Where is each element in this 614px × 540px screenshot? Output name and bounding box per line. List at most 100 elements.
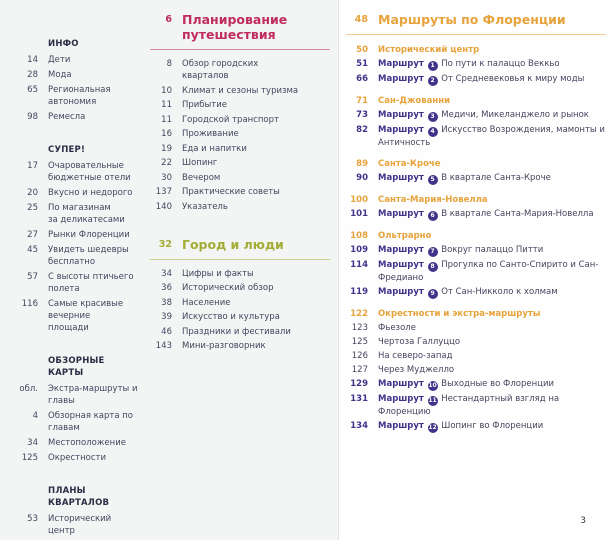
route-entry: 82 Маршрут 4 Искусство Возрождения, мамо…	[346, 124, 606, 149]
district-heading: 50 Исторический центр	[346, 44, 606, 56]
toc-entry: 17 Очаровательные бюджетные отели	[10, 160, 140, 184]
entry-page-ref: 129	[350, 379, 368, 389]
district-heading: 108 Ольтрарно	[346, 230, 606, 242]
district-title: Окрестности и экстра-маршруты	[378, 309, 541, 319]
entry-page-ref: обл.	[19, 384, 38, 394]
entry-label: Вкусно и недорого	[48, 188, 133, 198]
route-entry: 66 Маршрут 2 От Средневековья к миру мод…	[346, 73, 606, 86]
route-number-badge: 2	[427, 76, 438, 86]
entry-page-ref: 143	[155, 341, 172, 351]
entry-page-ref: 22	[161, 158, 172, 168]
chapter-page-ref: 48	[354, 14, 368, 25]
entry-label: Прибытие	[182, 100, 227, 110]
toc-entry: 38 Население	[150, 297, 330, 309]
route-entry: 101 Маршрут 6 В квартале Санта-Мария-Нов…	[346, 208, 606, 221]
district-heading: 89 Санта-Кроче	[346, 158, 606, 170]
entry-label: Чертоза Галлуццо	[378, 337, 461, 347]
entry-page-ref: 137	[155, 187, 172, 197]
route-entries: 123 Фьезоле 125 Чертоза Галлуццо 126 На …	[346, 322, 606, 433]
entry-page-ref: 11	[161, 114, 172, 125]
route-group: 100 Санта-Мария-Новелла 101 Маршрут 6 В …	[346, 194, 606, 221]
route-entry: 90 Маршрут 5 В квартале Санта-Кроче	[346, 172, 606, 185]
route-group: 108 Ольтрарно 109 Маршрут 7 Вокруг палац…	[346, 230, 606, 299]
district-page-ref: 89	[356, 159, 368, 169]
entry-page-ref: 20	[27, 188, 38, 198]
toc-entry: обл. Экстра-маршруты и главы	[10, 383, 140, 407]
chapter-heading: 48 Маршруты по Флоренции	[346, 12, 606, 27]
entry-page-ref: 39	[161, 312, 172, 322]
sidebar-toc-column: ИНФО 14 Дети 28 Мода 65 Региональная авт…	[10, 38, 140, 540]
entry-page-ref: 16	[161, 129, 172, 139]
chapters-toc-column: 6 Планирование путешествия 8 Обзор город…	[150, 12, 330, 355]
toc-entry: 125 Чертоза Галлуццо	[346, 336, 606, 348]
route-word: Маршрут	[378, 394, 424, 404]
toc-entry: 25 По магазинам за деликатесами	[10, 202, 140, 226]
district-heading: 71 Сан-Джованни	[346, 95, 606, 107]
heading-rule	[150, 49, 330, 50]
section-title: ПЛАНЫ КВАРТАЛОВ	[48, 486, 110, 508]
route-word: Маршрут	[378, 287, 424, 297]
toc-entry: 11 Городской транспорт	[150, 114, 330, 126]
right-page: 48 Маршруты по Флоренции 50 Исторический…	[339, 0, 614, 540]
route-group: 122 Окрестности и экстра-маршруты 123 Фь…	[346, 308, 606, 433]
entry-page-ref: 8	[166, 59, 172, 69]
route-title: Искусство Возрождения, мамонты и Антично…	[378, 125, 605, 148]
route-title: Выходные во Флоренции	[441, 379, 554, 389]
route-group: 71 Сан-Джованни 73 Маршрут 3 Медичи, Мик…	[346, 95, 606, 149]
entry-page-ref: 131	[350, 394, 368, 404]
entry-label: Окрестности	[48, 453, 106, 463]
chapter-entries: 34 Цифры и факты 36 Исторический обзор 3…	[150, 268, 330, 353]
route-number-badge: 3	[427, 112, 438, 122]
chapter-section: 6 Планирование путешествия 8 Обзор город…	[150, 12, 330, 213]
district-page-ref: 100	[350, 195, 368, 205]
entry-page-ref: 19	[161, 143, 172, 154]
toc-entry: 127 Через Муджелло	[346, 364, 606, 376]
entry-label: Ремесла	[48, 112, 86, 122]
entry-label: С высоты птичьего полета	[48, 272, 134, 294]
entry-page-ref: 90	[356, 173, 368, 183]
entry-label: Маршрут 11 Нестандартный взгляд на Флоре…	[378, 393, 606, 418]
route-word: Маршрут	[378, 209, 424, 219]
entry-label: Местоположение	[48, 438, 126, 448]
entry-label: Практические советы	[182, 187, 280, 197]
entry-label: Маршрут 7 Вокруг палаццо Питти	[378, 244, 606, 257]
entry-page-ref: 51	[356, 59, 368, 69]
chapter-section: 32 Город и люди 34 Цифры и факты 36 Исто…	[150, 237, 330, 353]
entry-label: Очаровательные бюджетные отели	[48, 161, 131, 183]
entry-label: Маршрут 2 От Средневековья к миру моды	[378, 73, 606, 86]
entry-label: Дети	[48, 55, 71, 65]
route-title: От Сан-Никколо к холмам	[441, 287, 558, 297]
entry-page-ref: 25	[27, 203, 38, 213]
entry-label: Маршрут 5 В квартале Санта-Кроче	[378, 172, 606, 185]
left-page: ИНФО 14 Дети 28 Мода 65 Региональная авт…	[0, 0, 339, 540]
entry-label: Маршрут 9 От Сан-Никколо к холмам	[378, 286, 606, 299]
toc-entry: 46 Праздники и фестивали	[150, 326, 330, 338]
entry-label: Мода	[48, 70, 72, 80]
toc-entry: 125 Окрестности	[10, 452, 140, 464]
route-entries: 109 Маршрут 7 Вокруг палаццо Питти 114 М…	[346, 244, 606, 299]
chapter-entries: 8 Обзор городских кварталов 10 Климат и …	[150, 58, 330, 213]
toc-entry: 27 Рынки Флоренции	[10, 229, 140, 241]
entry-label: Праздники и фестивали	[182, 326, 291, 337]
route-number-badge: 7	[427, 247, 438, 257]
section-title: ОБЗОРНЫЕ КАРТЫ	[48, 356, 105, 378]
route-number-badge: 11	[427, 396, 438, 406]
district-title: Санта-Мария-Новелла	[378, 195, 488, 205]
route-word: Маршрут	[378, 173, 424, 183]
route-entries: 73 Маршрут 3 Медичи, Микеланджело и рыно…	[346, 109, 606, 149]
toc-entry: 126 На северо-запад	[346, 350, 606, 362]
entry-label: Исторический центр	[48, 514, 112, 536]
district-page-ref: 108	[350, 231, 368, 241]
toc-entry: 137 Практические советы	[150, 186, 330, 198]
route-entry: 109 Маршрут 7 Вокруг палаццо Питти	[346, 244, 606, 257]
section-entries: 17 Очаровательные бюджетные отели 20 Вку…	[10, 160, 140, 334]
entry-page-ref: 127	[351, 365, 368, 375]
chapter-section: 48 Маршруты по Флоренции	[346, 12, 606, 35]
entry-page-ref: 17	[27, 161, 38, 171]
entry-label: Маршрут 12 Шопинг во Флоренции	[378, 420, 606, 433]
entry-label: Маршрут 3 Медичи, Микеланджело и рынок	[378, 109, 606, 122]
entry-page-ref: 82	[356, 125, 368, 135]
district-page-ref: 122	[350, 309, 368, 319]
route-word: Маршрут	[378, 74, 424, 84]
route-title: Вокруг палаццо Питти	[441, 245, 544, 255]
